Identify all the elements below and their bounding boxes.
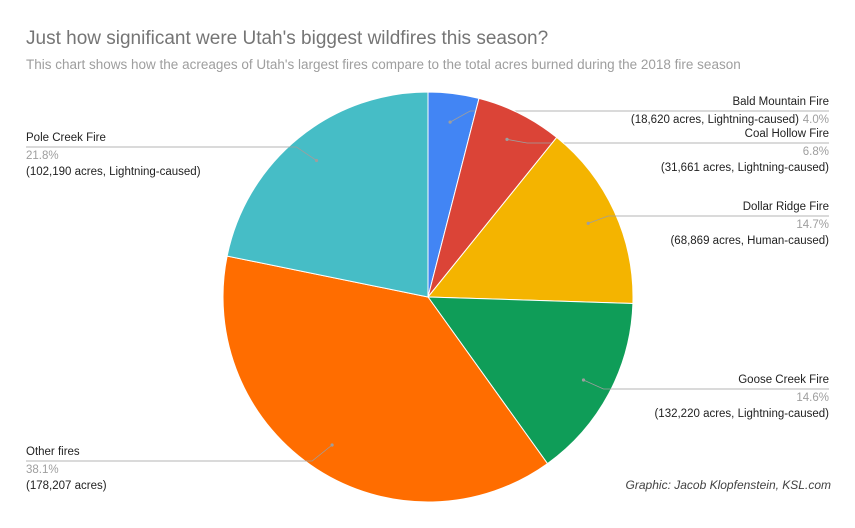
chart-title: Just how significant were Utah's biggest… <box>26 28 549 49</box>
pie-slice-dollar-ridge-fire <box>426 136 634 304</box>
slice-detail-coal-hollow-fire: (31,661 acres, Lightning-caused) <box>661 162 829 174</box>
slice-detail-bald-mountain-fire: (18,620 acres, Lightning-caused) <box>631 114 799 126</box>
slice-detail-goose-creek-fire: (132,220 acres, Lightning-caused) <box>654 408 829 420</box>
slice-percent-dollar-ridge-fire: 14.7% <box>796 219 829 231</box>
pie-slice-goose-creek-fire <box>427 296 634 465</box>
slice-percent-pole-creek-fire: 21.8% <box>26 150 59 162</box>
slice-detail-pole-creek-fire: (102,190 acres, Lightning-caused) <box>26 166 201 178</box>
leader-line-pole-creek-fire <box>26 146 319 163</box>
slice-label-goose-creek-fire: Goose Creek Fire <box>738 374 829 386</box>
slice-label-bald-mountain-fire: Bald Mountain Fire <box>732 96 829 108</box>
leader-line-coal-hollow-fire <box>505 137 829 144</box>
leader-line-dollar-ridge-fire <box>586 215 829 225</box>
slice-label-other-fires: Other fires <box>26 446 80 458</box>
chart-subtitle: This chart shows how the acreages of Uta… <box>26 57 741 72</box>
leader-line-other-fires <box>26 443 334 462</box>
slice-percent-coal-hollow-fire: 6.8% <box>803 146 829 158</box>
slice-label-pole-creek-fire: Pole Creek Fire <box>26 132 106 144</box>
slice-detail-dollar-ridge-fire: (68,869 acres, Human-caused) <box>670 235 829 247</box>
slice-label-dollar-ridge-fire: Dollar Ridge Fire <box>743 201 829 213</box>
slice-label-coal-hollow-fire: Coal Hollow Fire <box>745 128 829 140</box>
pie-slice-other-fires <box>222 255 549 503</box>
graphic-credit: Graphic: Jacob Klopfenstein, KSL.com <box>625 478 831 492</box>
slice-percent-other-fires: 38.1% <box>26 464 59 476</box>
slice-percent-goose-creek-fire: 14.6% <box>796 392 829 404</box>
slice-percent-bald-mountain-fire: 4.0% <box>803 114 829 126</box>
pie-slice-pole-creek-fire <box>226 91 429 298</box>
slice-detail-other-fires: (178,207 acres) <box>26 480 107 492</box>
leader-line-goose-creek-fire <box>581 378 829 390</box>
leader-line-bald-mountain-fire <box>448 110 829 124</box>
